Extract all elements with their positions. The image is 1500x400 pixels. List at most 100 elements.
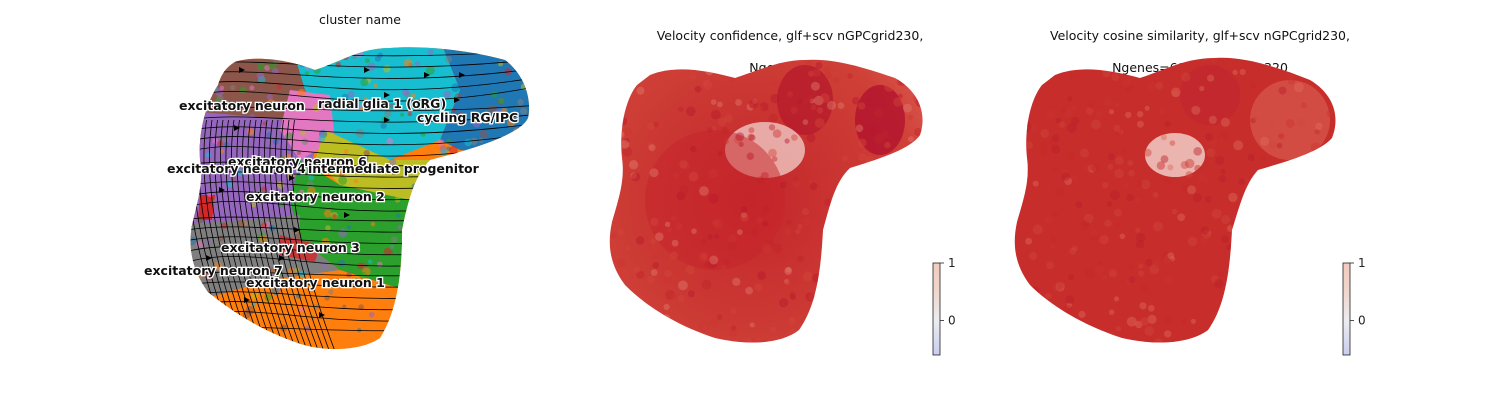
embedding-point <box>671 293 678 300</box>
streamline-arrow <box>219 187 225 193</box>
embedding-point <box>646 323 657 334</box>
cluster-point <box>493 336 499 343</box>
embedding-point <box>917 89 923 98</box>
embedding-point <box>1084 213 1094 224</box>
embedding-point <box>609 161 613 167</box>
embedding-point <box>762 205 770 214</box>
embedding-point <box>709 318 719 328</box>
streamline <box>225 119 269 350</box>
cluster-label-radial-glia-1-org: radial glia 1 (oRG) <box>318 96 446 111</box>
embedding-point <box>841 155 849 162</box>
embedding-point <box>877 283 885 290</box>
embedding-point <box>1128 276 1136 284</box>
embedding-point <box>1052 281 1063 292</box>
cluster-point <box>312 104 321 113</box>
embedding-point <box>897 267 907 277</box>
embedding-point <box>751 228 759 237</box>
embedding-point <box>1125 280 1131 286</box>
embedding-point <box>609 142 610 149</box>
embedding-point <box>648 144 656 152</box>
embedding-point <box>1123 183 1129 190</box>
embedding-point <box>801 207 810 216</box>
cluster-point <box>502 293 509 300</box>
embedding-point <box>704 261 711 268</box>
embedding-point <box>647 142 655 150</box>
cluster-point <box>306 181 314 189</box>
embedding-point <box>898 221 907 229</box>
embedding-point <box>918 315 923 324</box>
embedding-point <box>728 241 737 251</box>
cluster-point <box>383 51 391 59</box>
cluster-point <box>464 214 474 223</box>
cluster-point <box>259 235 268 243</box>
embedding-point <box>1239 68 1246 76</box>
embedding-point <box>886 69 893 76</box>
embedding-point <box>819 266 825 273</box>
cluster-point <box>324 191 331 198</box>
cluster-point <box>495 148 501 154</box>
cluster-point <box>530 187 535 192</box>
embedding-point <box>924 104 930 110</box>
embedding-point <box>1290 340 1300 343</box>
embedding-point <box>1136 232 1146 242</box>
cluster-point <box>443 90 452 99</box>
embedding-point <box>690 74 696 80</box>
embedding-point <box>1291 242 1297 248</box>
cluster-point <box>482 202 490 210</box>
embedding-point <box>847 73 853 79</box>
embedding-point <box>1106 200 1113 207</box>
embedding-point <box>1164 316 1174 326</box>
cluster-point <box>520 107 528 115</box>
embedding-point <box>611 140 620 149</box>
cluster-point <box>259 47 267 51</box>
embedding-point <box>1036 327 1046 338</box>
embedding-point <box>1207 332 1217 342</box>
embedding-point <box>741 212 747 219</box>
embedding-point <box>772 243 782 254</box>
embedding-point <box>1167 252 1175 259</box>
embedding-point <box>1137 111 1144 118</box>
embedding-point <box>1289 333 1299 343</box>
embedding-point <box>925 232 930 237</box>
embedding-point <box>789 328 799 338</box>
embedding-point <box>636 86 645 95</box>
embedding-point <box>778 281 788 292</box>
cluster-point <box>416 201 425 210</box>
embedding-point <box>1219 136 1225 142</box>
embedding-point <box>1194 164 1202 172</box>
embedding-point <box>1029 76 1037 84</box>
cluster-point <box>316 207 326 217</box>
embedding-point <box>1016 129 1027 140</box>
streamline-arrow <box>319 312 325 318</box>
embedding-point <box>836 187 843 194</box>
streamline-arrow <box>454 97 460 103</box>
embedding-point <box>1014 194 1019 204</box>
embedding-point <box>1146 81 1157 92</box>
cluster-point <box>492 155 498 161</box>
embedding-point <box>1309 191 1318 200</box>
embedding-point <box>691 228 697 234</box>
embedding-point <box>1319 169 1326 176</box>
embedding-point <box>1310 62 1317 70</box>
embedding-point <box>1234 283 1241 290</box>
cluster-point <box>517 98 524 106</box>
streamline-arrow <box>244 297 250 303</box>
cluster-point <box>320 263 327 270</box>
embedding-point <box>1248 186 1254 192</box>
embedding-point <box>647 313 654 320</box>
embedding-point <box>1109 109 1114 115</box>
embedding-point <box>1331 131 1336 139</box>
embedding-point <box>1109 309 1115 315</box>
cluster-point <box>217 140 224 147</box>
streamline-arrow <box>234 125 240 131</box>
cluster-point <box>231 176 237 182</box>
embedding-point <box>1283 312 1289 318</box>
cluster-point <box>353 179 359 184</box>
embedding-point <box>1185 171 1193 178</box>
embedding-point <box>728 234 737 243</box>
embedding-point <box>1125 111 1132 119</box>
embedding-point <box>1055 325 1064 334</box>
embedding-point <box>1061 172 1070 181</box>
embedding-point <box>1070 104 1078 111</box>
streamline-arrow <box>364 67 370 73</box>
